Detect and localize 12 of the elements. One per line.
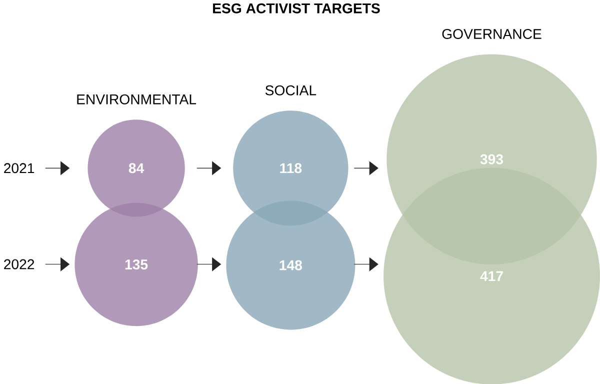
data-label: 148 xyxy=(280,260,302,270)
text: ESG ACTIVIST TARGETS xyxy=(213,3,380,14)
data-label: 118 xyxy=(280,162,302,173)
data-label: 135 xyxy=(125,259,148,270)
data-label: 84 xyxy=(128,162,144,173)
series-label: GOVERNANCE xyxy=(442,28,542,39)
data-label: 393 xyxy=(480,154,504,164)
category-label: 2021 xyxy=(4,162,34,173)
series-label: SOCIAL xyxy=(265,85,316,96)
category-label: 2022 xyxy=(4,259,34,270)
series-label: ENVIRONMENTAL xyxy=(77,94,196,104)
data-label: 417 xyxy=(480,271,503,281)
